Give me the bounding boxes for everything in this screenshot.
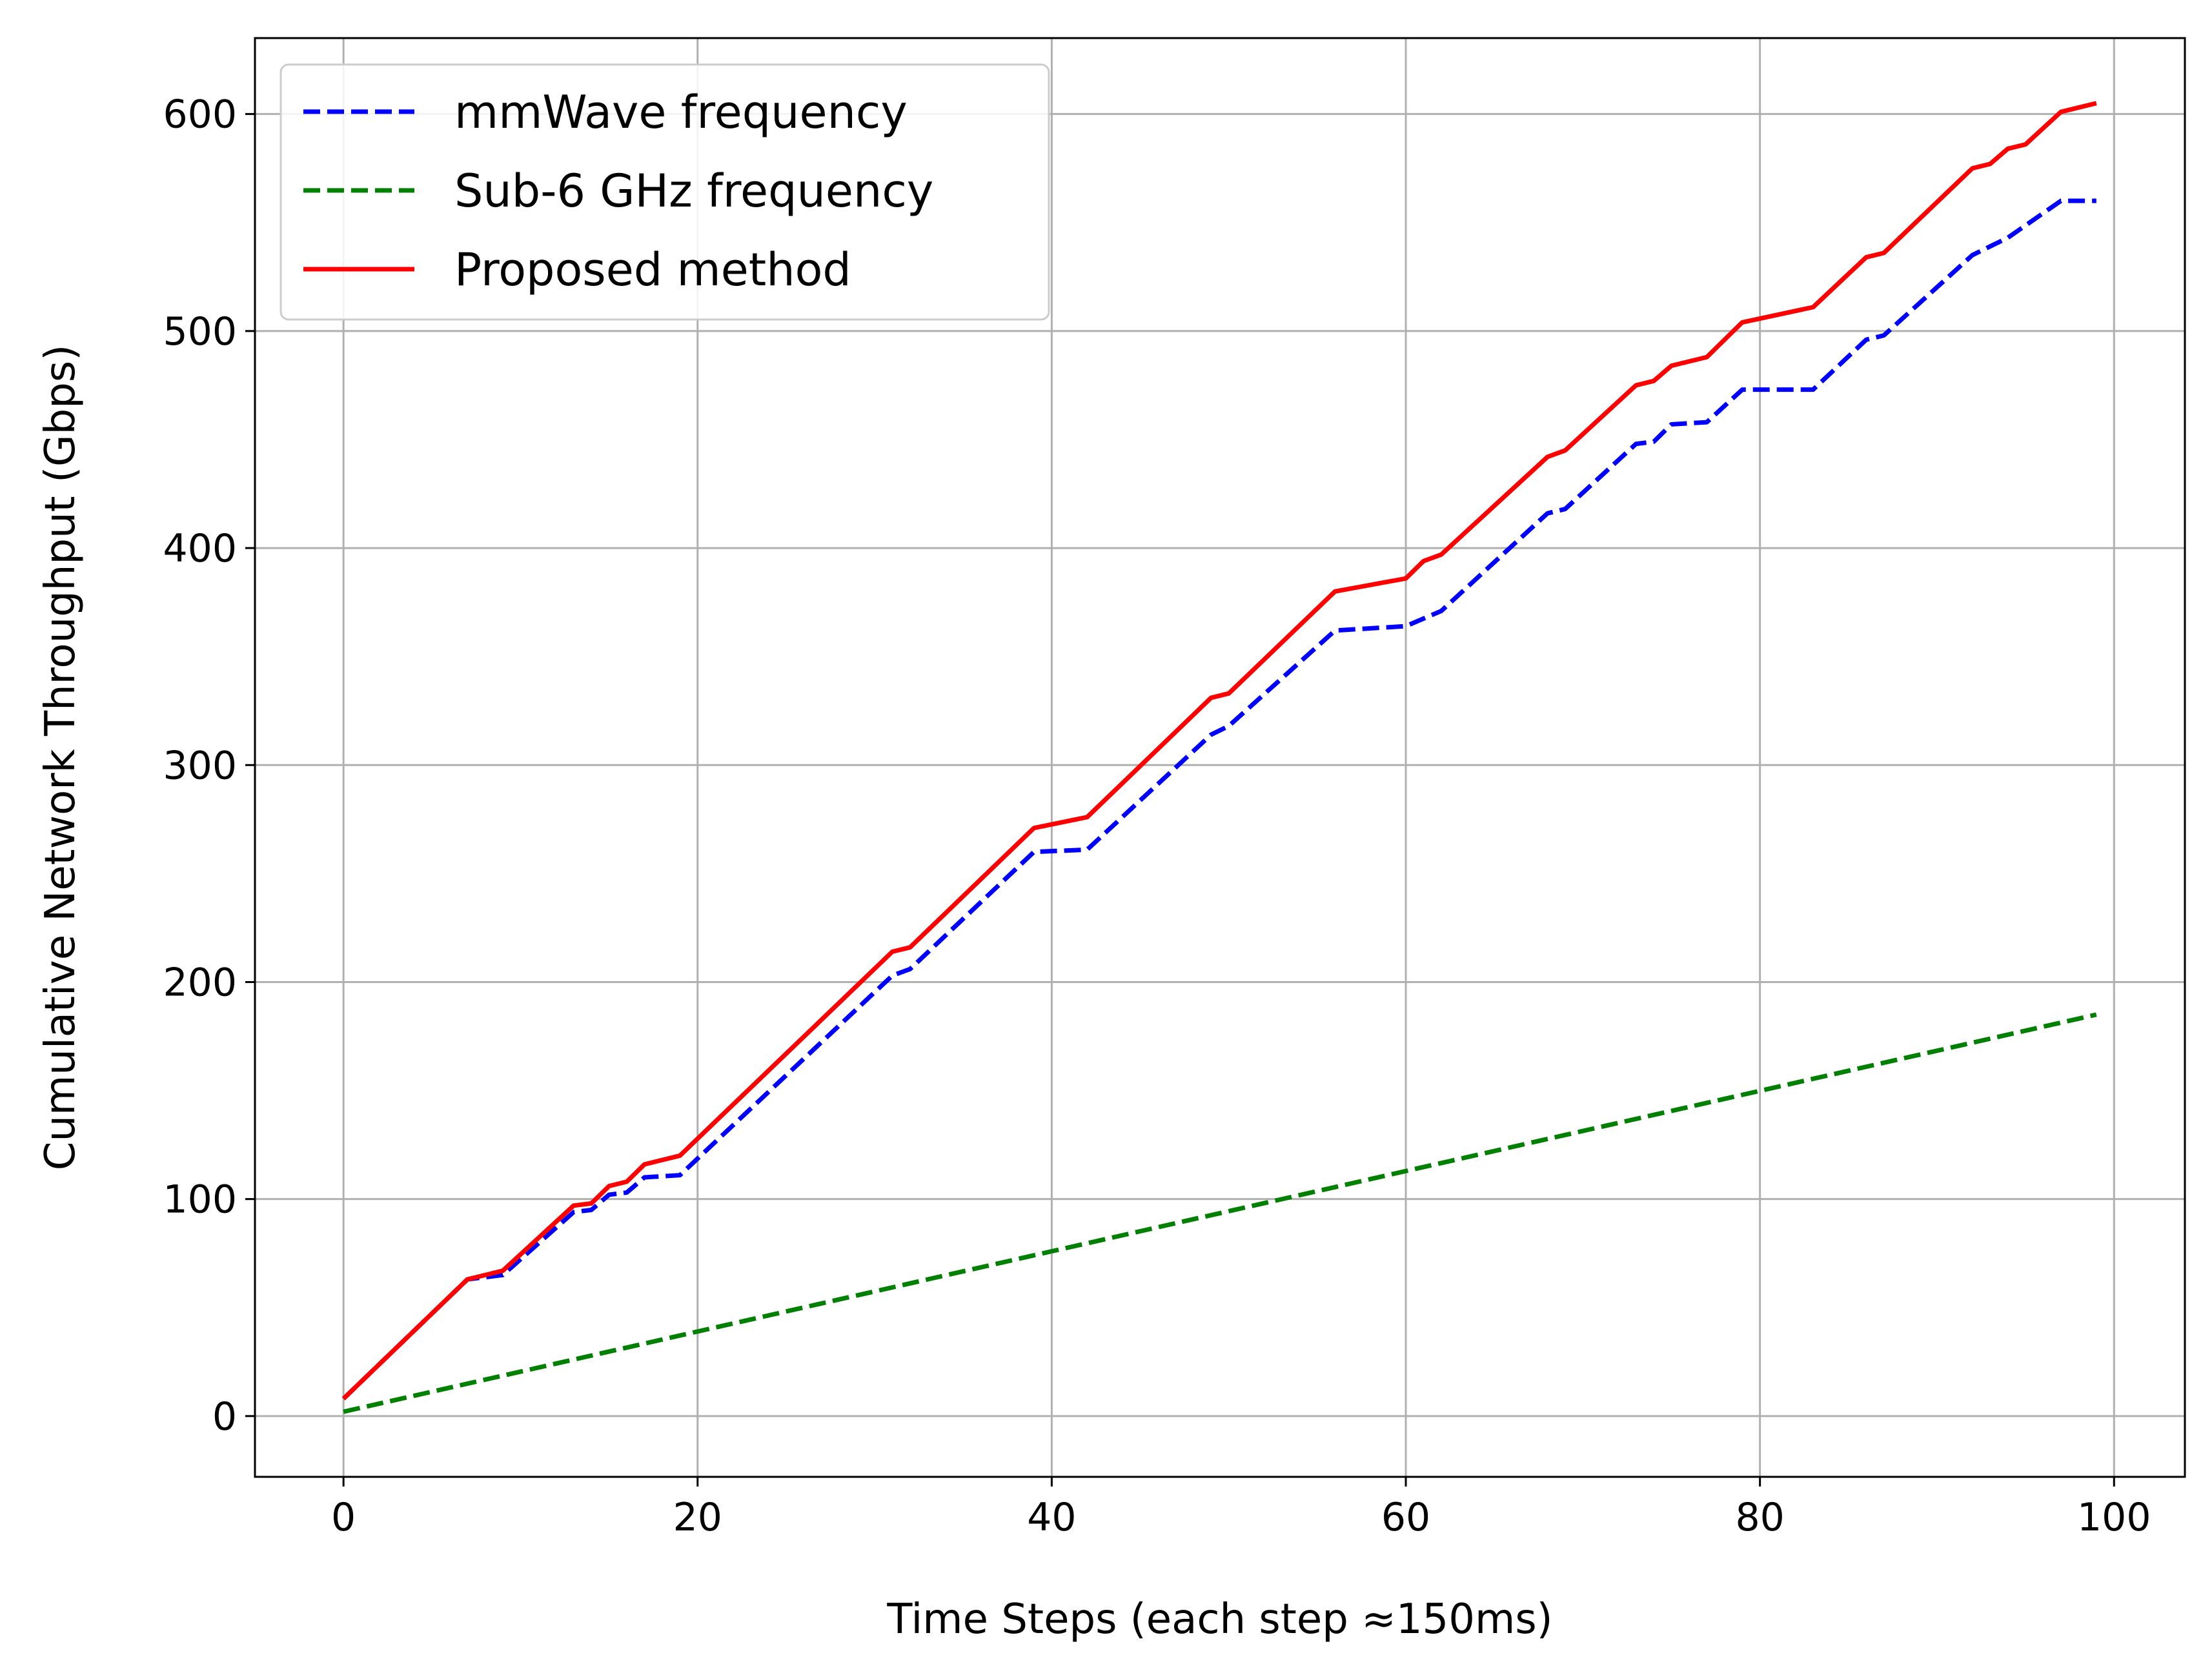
x-axis-label: Time Steps (each step ≈150ms) [886,1596,1552,1643]
series-line-proposed-method [341,101,2097,1401]
grid-lines [255,38,2185,1477]
x-tick-label: 20 [673,1495,722,1540]
series-line-mmwave-frequency [341,198,2096,1401]
plot-frame [254,37,2186,1478]
axis-ticks: 0 20 40 60 80 100 0 100 200 300 400 500 600 [163,92,2151,1540]
y-tick-label: 0 [212,1394,237,1439]
y-tick-label: 300 [163,743,237,788]
x-tick-label: 100 [2077,1495,2151,1540]
x-tick-label: 40 [1027,1495,1076,1540]
legend-entry-label: Sub-6 GHz frequency [454,165,933,218]
x-tick-label: 80 [1735,1495,1784,1540]
y-tick-label: 200 [163,960,237,1005]
legend-entry-label: Proposed method [454,243,851,296]
y-tick-label: 100 [163,1177,237,1223]
series-line-sub-6-ghz-frequency [343,1012,2097,1414]
series-layer [341,101,2097,1414]
y-tick-label: 600 [163,92,237,137]
x-tick-label: 60 [1381,1495,1430,1540]
y-axis-label: Cumulative Network Throughput (Gbps) [37,345,85,1170]
x-tick-label: 0 [331,1495,356,1540]
y-tick-label: 400 [163,526,237,571]
legend-entry-label: mmWave frequency [454,86,908,139]
legend-box [279,63,1050,321]
y-tick-label: 500 [163,309,237,354]
legend: mmWave frequency Sub-6 GHz frequency Propo… [279,63,1050,321]
